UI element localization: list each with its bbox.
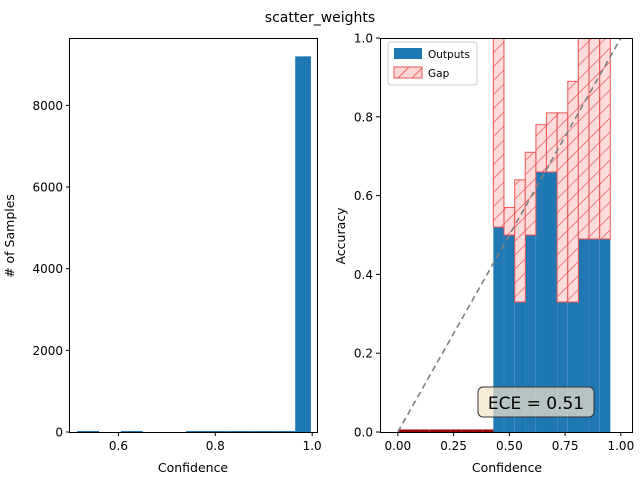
outputs-bar	[408, 429, 419, 432]
reliability-x-ticks: 0.00 0.25 0.50 0.75 1.00	[384, 432, 634, 453]
outputs-bar	[525, 235, 536, 432]
y-tick-label: 2000	[32, 344, 63, 358]
reliability-ylabel: Accuracy	[333, 207, 348, 265]
legend-label-outputs: Outputs	[428, 49, 470, 61]
reliability-frame	[380, 38, 633, 433]
outputs-bar	[429, 429, 441, 432]
outputs-bar	[397, 429, 409, 432]
y-tick-label: 1.0	[354, 32, 373, 46]
gap-bar	[599, 38, 611, 240]
legend-label-gap: Gap	[428, 68, 450, 80]
histogram-panel: 0.6 0.8 1.0 0 2000 4000 6000 8000 Confidence #…	[2, 38, 322, 475]
histogram-bar	[229, 431, 252, 432]
reliability-y-ticks: 0.0 0.2 0.4 0.6 0.8 1.0	[354, 32, 380, 440]
x-tick-label: 0.25	[440, 439, 467, 453]
gap-bar	[492, 38, 505, 228]
y-tick-label: 0.4	[354, 268, 373, 282]
histogram-bar	[251, 431, 274, 432]
legend: Outputs Gap	[387, 41, 478, 86]
y-tick-label: 0.8	[354, 110, 373, 124]
outputs-bar	[472, 429, 483, 432]
y-tick-label: 0.0	[354, 426, 373, 440]
outputs-bar	[557, 301, 568, 432]
x-tick-label: 0.6	[109, 439, 128, 453]
histogram-bar	[120, 431, 143, 432]
perfect-calibration-line	[397, 38, 622, 433]
reliability-xlabel: Confidence	[472, 460, 543, 475]
ece-text: ECE = 0.51	[488, 394, 584, 414]
outputs-bar	[535, 171, 547, 432]
gap-bar	[524, 151, 537, 236]
x-tick-label: 0.75	[552, 439, 579, 453]
legend-swatch-outputs	[394, 48, 422, 59]
histogram-bars	[77, 56, 311, 433]
histogram-frame	[69, 38, 318, 433]
x-tick-label: 0.50	[496, 439, 523, 453]
outputs-bar	[514, 301, 526, 432]
y-tick-label: 4000	[32, 262, 63, 276]
histogram-bar	[208, 431, 230, 432]
outputs-bar	[440, 429, 451, 432]
outputs-bar	[567, 301, 579, 432]
outputs-bar	[419, 429, 430, 432]
histogram-ylabel: # of Samples	[2, 194, 17, 278]
legend-swatch-gap	[393, 66, 423, 79]
gap-bar	[535, 124, 548, 173]
histogram-bar	[77, 431, 100, 432]
outputs-bar	[461, 429, 473, 432]
outputs-bar	[450, 429, 462, 432]
gap-bar	[577, 38, 590, 240]
ece-box	[477, 386, 595, 418]
histogram-x-ticks: 0.6 0.8 1.0	[109, 432, 322, 453]
y-tick-label: 0	[55, 426, 63, 440]
outputs-bar	[482, 429, 494, 432]
y-tick-label: 8000	[32, 99, 63, 113]
figure-title: scatter_weights	[265, 10, 375, 26]
x-tick-label: 0.8	[206, 439, 225, 453]
ece-annotation: ECE = 0.51	[477, 386, 595, 418]
y-tick-label: 0.2	[354, 347, 373, 361]
outputs-bar	[578, 238, 589, 432]
gap-bar	[588, 38, 601, 240]
x-tick-label: 1.00	[607, 439, 634, 453]
reliability-panel: 0.00 0.25 0.50 0.75 1.00 0.00.20.40.60.81.0 …	[333, 32, 634, 476]
histogram-y-ticks: 0 2000 4000 6000 8000	[32, 99, 70, 440]
histogram-bar	[295, 56, 311, 433]
x-tick-label: 0.00	[384, 439, 411, 453]
histogram-bar	[273, 431, 296, 432]
outputs-bar	[504, 235, 515, 432]
gap-bar	[545, 112, 558, 173]
y-tick-label: 0.6	[354, 189, 373, 203]
histogram-bar	[186, 431, 209, 432]
histogram-xlabel: Confidence	[158, 460, 229, 475]
outputs-bar	[546, 171, 558, 432]
reliability-bars	[397, 38, 611, 432]
outputs-bar	[493, 227, 504, 432]
y-tick-label: 6000	[32, 181, 63, 195]
x-tick-label: 1.0	[303, 439, 322, 453]
gap-bar	[503, 206, 516, 236]
gap-bar	[514, 179, 526, 303]
outputs-bar	[599, 238, 611, 432]
outputs-bar	[589, 238, 600, 432]
